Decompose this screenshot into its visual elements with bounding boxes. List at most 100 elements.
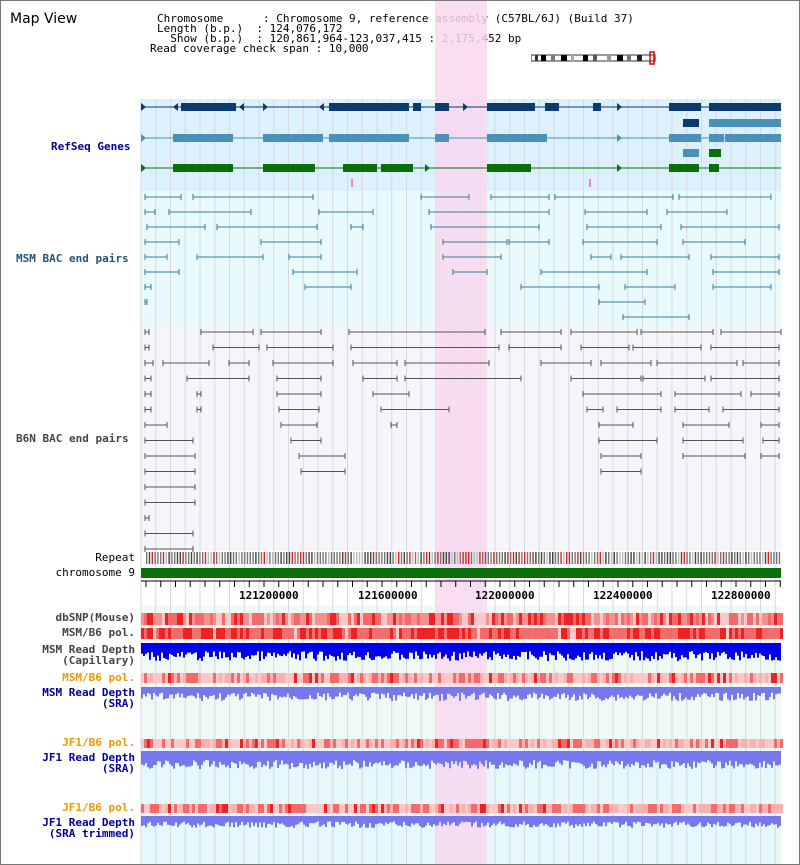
msm-depth-sra-bar xyxy=(181,687,183,694)
jf1-pol-heat-cell xyxy=(396,739,399,748)
jf1-pol2-heat-cell xyxy=(285,804,288,813)
msm-depth-sra-bar xyxy=(163,687,165,700)
jf1-depth-bar xyxy=(459,751,461,763)
jf1-pol-heat-cell xyxy=(507,739,510,748)
axis-tick-label: 122800000 xyxy=(711,589,771,602)
msm-b6-pol2-heat-cell xyxy=(366,673,369,683)
msm-depth-sra-bar xyxy=(507,687,509,701)
msm-b6-pol2-heat-cell xyxy=(540,673,543,683)
jf1-depth-trimmed-bar xyxy=(159,816,161,826)
jf1-depth-bar xyxy=(669,751,671,769)
jf1-pol-heat-cell xyxy=(579,739,582,748)
msm-depth-sra-bar xyxy=(291,687,293,700)
dbsnp-heat-cell xyxy=(570,613,573,625)
msm-depth-sra-bar xyxy=(531,687,533,698)
jf1-pol2-heat-cell xyxy=(471,804,474,813)
jf1-depth-trimmed-bar xyxy=(441,816,443,827)
msm-depth-sra-bar xyxy=(763,687,765,693)
jf1-pol2-heat-cell xyxy=(552,804,555,813)
track-label-msm-depth-capillary[interactable]: MSM Read Depth (Capillary) xyxy=(42,644,135,666)
track-label-refseq[interactable]: RefSeq Genes xyxy=(51,140,131,153)
track-label-b6n-bac[interactable]: B6N BAC end pairs xyxy=(16,432,129,445)
jf1-depth-trimmed-bar xyxy=(169,816,171,826)
msm-depth-sra-bar xyxy=(751,687,753,701)
msm-depth-sra-bar xyxy=(447,687,449,694)
jf1-pol2-heat-cell xyxy=(693,804,696,813)
msm-depth-sra-bar xyxy=(663,687,665,694)
msm-depth-sra-bar xyxy=(419,687,421,696)
jf1-pol2-heat-cell xyxy=(459,804,462,813)
dbsnp-heat-cell xyxy=(402,613,405,625)
jf1-depth-bar xyxy=(727,751,729,766)
jf1-depth-trimmed-bar xyxy=(277,816,279,823)
msm-b6-pol2-heat-cell xyxy=(255,673,258,683)
jf1-pol-heat-cell xyxy=(582,739,585,748)
track-label-msm-b6-pol[interactable]: MSM/B6 pol. xyxy=(62,626,135,639)
msm-depth-capillary-bar xyxy=(531,643,533,655)
repeat-mark xyxy=(608,552,610,564)
msm-b6-pol2-heat-cell xyxy=(738,673,741,683)
jf1-pol-heat-cell xyxy=(393,739,396,748)
msm-depth-capillary-bar xyxy=(669,643,671,652)
jf1-depth-trimmed-bar xyxy=(149,816,151,822)
repeat-mark xyxy=(773,552,775,564)
msm-depth-capillary-bar xyxy=(751,643,753,655)
msm-depth-capillary-bar xyxy=(635,643,637,653)
msm-depth-capillary-bar xyxy=(775,643,777,658)
msm-b6-pol2-heat-cell xyxy=(696,673,699,683)
dbsnp-heat-cell xyxy=(639,613,642,625)
track-label-jf1-depth-trimmed[interactable]: JF1 Read Depth (SRA trimmed) xyxy=(42,817,135,839)
jf1-pol2-heat-cell xyxy=(225,804,228,813)
jf1-depth-trimmed-bar xyxy=(393,816,395,822)
track-label-jf1-depth[interactable]: JF1 Read Depth (SRA) xyxy=(42,752,135,774)
jf1-pol-heat-cell xyxy=(150,739,153,748)
jf1-depth-bar xyxy=(323,751,325,763)
msm-depth-sra-bar xyxy=(467,687,469,697)
track-label-msm-b6-pol-2[interactable]: MSM/B6 pol. xyxy=(62,671,135,684)
msm-b6-pol2-heat-cell xyxy=(741,673,744,683)
msm-depth-capillary-bar xyxy=(255,643,257,655)
msm-b6-pol2-heat-cell xyxy=(339,673,342,683)
track-label-dbsnp[interactable]: dbSNP(Mouse) xyxy=(55,611,135,624)
msm-b6-pol2-heat-cell xyxy=(411,673,414,683)
repeat-mark xyxy=(235,552,237,564)
repeat-mark xyxy=(423,552,425,564)
track-label-jf1-pol[interactable]: JF1/B6 pol. xyxy=(62,736,135,749)
msm-depth-capillary-bar xyxy=(157,643,159,656)
jf1-depth-bar xyxy=(533,751,535,761)
chromosome-ideogram[interactable] xyxy=(531,51,657,65)
msm-b6-pol2-heat-cell xyxy=(771,673,774,683)
msm-depth-capillary-bar xyxy=(179,643,181,657)
jf1-depth-bar xyxy=(435,751,437,765)
dbsnp-heat-cell xyxy=(249,613,252,625)
msm-depth-sra-bar xyxy=(727,687,729,700)
jf1-pol-heat-cell xyxy=(513,739,516,748)
msm-b6-pol2-heat-cell xyxy=(375,673,378,683)
msm-b6-pol-heat-cell xyxy=(243,628,246,639)
msm-depth-capillary-bar xyxy=(729,643,731,658)
track-label-jf1-pol-2[interactable]: JF1/B6 pol. xyxy=(62,801,135,814)
msm-b6-pol-heat-cell xyxy=(597,628,600,639)
jf1-depth-bar xyxy=(151,751,153,768)
jf1-depth-trimmed-bar xyxy=(673,816,675,824)
jf1-pol2-heat-cell xyxy=(618,804,621,813)
repeat-mark xyxy=(375,552,377,564)
msm-b6-pol-heat-cell xyxy=(420,628,423,639)
msm-b6-pol2-heat-cell xyxy=(768,673,771,683)
msm-depth-sra-bar xyxy=(169,687,171,695)
repeat-mark xyxy=(288,552,291,564)
msm-depth-sra-bar xyxy=(277,687,279,700)
msm-depth-sra-bar xyxy=(151,687,153,700)
msm-b6-pol2-heat-cell xyxy=(282,673,285,683)
track-label-msm-depth-sra[interactable]: MSM Read Depth (SRA) xyxy=(42,687,135,709)
refseq-gene-exon xyxy=(725,134,781,142)
msm-b6-pol-heat-cell xyxy=(750,628,753,639)
jf1-pol2-heat-cell xyxy=(597,804,600,813)
repeat-mark xyxy=(434,552,436,564)
jf1-pol-heat-cell xyxy=(303,739,306,748)
track-label-msm-bac[interactable]: MSM BAC end pairs xyxy=(16,252,129,265)
jf1-depth-bar xyxy=(775,751,777,766)
jf1-pol2-heat-cell xyxy=(354,804,357,813)
jf1-pol2-heat-cell xyxy=(303,804,306,813)
